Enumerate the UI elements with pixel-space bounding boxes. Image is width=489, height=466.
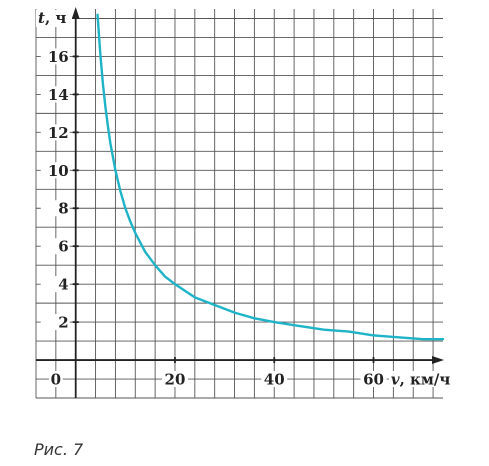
y-tick-label-background	[40, 314, 70, 331]
x-axis-label-unit: , км/ч	[400, 371, 451, 389]
axes	[36, 7, 444, 398]
y-axis-label-symbol: t	[38, 9, 45, 27]
y-tick-label-background	[40, 238, 70, 255]
y-tick-label: 10	[48, 162, 69, 180]
y-tick-label-background	[40, 86, 70, 103]
figure-caption: Рис. 7	[34, 440, 84, 459]
axis-labels: t, ч v, км/ч 0	[36, 9, 473, 389]
x-axis-arrow	[432, 356, 444, 365]
y-tick-label: 14	[48, 86, 69, 104]
y-axis-label: t, ч	[38, 9, 66, 27]
y-tick-label: 2	[58, 314, 68, 332]
y-tick-label: 16	[48, 48, 69, 66]
grid	[35, 9, 443, 399]
y-tick-label-background	[40, 200, 70, 217]
y-tick-label: 8	[58, 200, 68, 218]
origin-label: 0	[51, 371, 61, 389]
y-tick-label-background	[40, 162, 70, 179]
series	[96, 13, 445, 341]
y-axis-label-unit: , ч	[45, 9, 66, 27]
ticks: 2 4 6 8 10 12 14 16 20 40 60	[40, 48, 387, 389]
y-axis-arrow	[71, 7, 80, 19]
y-tick-label-background	[40, 48, 70, 65]
x-tick-label-background	[261, 371, 288, 388]
x-axis-label-symbol: v	[391, 371, 400, 389]
y-tick-label-background	[40, 276, 70, 293]
origin-label-background	[48, 371, 63, 388]
x-tick-label: 60	[363, 371, 384, 389]
x-axis-label-background	[388, 371, 473, 388]
y-tick-label: 6	[58, 238, 68, 256]
y-tick-label: 12	[48, 124, 69, 142]
x-tick-label: 40	[264, 371, 285, 389]
y-tick-label-background	[40, 124, 70, 141]
y-tick-label: 4	[58, 276, 68, 294]
x-axis-label: v, км/ч	[391, 371, 451, 389]
x-tick-label-background	[161, 371, 188, 388]
y-axis-label-background	[36, 10, 72, 27]
x-tick-label: 20	[165, 371, 186, 389]
x-tick-label-background	[360, 371, 387, 388]
series-line	[96, 13, 445, 341]
